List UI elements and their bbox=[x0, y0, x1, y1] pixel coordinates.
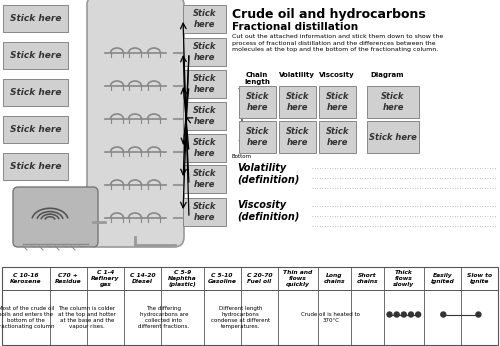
Text: Stick
here: Stick here bbox=[193, 9, 216, 29]
Text: Stick
here: Stick here bbox=[246, 127, 269, 147]
FancyBboxPatch shape bbox=[279, 121, 316, 153]
Text: C 20-70
Fuel oil: C 20-70 Fuel oil bbox=[246, 273, 272, 284]
FancyBboxPatch shape bbox=[87, 0, 184, 247]
Text: Diagram: Diagram bbox=[370, 72, 404, 78]
Text: Volatility
(definition): Volatility (definition) bbox=[237, 163, 300, 185]
FancyBboxPatch shape bbox=[183, 165, 226, 193]
FancyBboxPatch shape bbox=[183, 198, 226, 226]
FancyBboxPatch shape bbox=[183, 38, 226, 66]
Text: Easily
ignited: Easily ignited bbox=[430, 273, 454, 284]
FancyBboxPatch shape bbox=[3, 42, 68, 69]
FancyBboxPatch shape bbox=[239, 121, 276, 153]
Text: Cut out the attached information and stick them down to show the
process of frac: Cut out the attached information and sti… bbox=[232, 34, 444, 52]
Text: Fractional distillation: Fractional distillation bbox=[232, 22, 358, 32]
Circle shape bbox=[402, 312, 406, 317]
Circle shape bbox=[408, 312, 414, 317]
Text: Stick
here: Stick here bbox=[193, 74, 216, 94]
Text: Stick here: Stick here bbox=[369, 133, 417, 142]
FancyBboxPatch shape bbox=[183, 134, 226, 162]
Text: Stick
here: Stick here bbox=[382, 92, 405, 112]
Text: Chain
length: Chain length bbox=[244, 72, 270, 85]
Text: C 10-16
Kerosene: C 10-16 Kerosene bbox=[10, 273, 42, 284]
FancyBboxPatch shape bbox=[319, 86, 356, 118]
FancyBboxPatch shape bbox=[13, 187, 98, 247]
Text: Long
chains: Long chains bbox=[324, 273, 345, 284]
Text: Most of the crude oil
boils and enters the
bottom of the
fractionating column: Most of the crude oil boils and enters t… bbox=[0, 306, 54, 329]
Text: Thin and
flows
quickly: Thin and flows quickly bbox=[283, 270, 312, 287]
FancyBboxPatch shape bbox=[3, 116, 68, 143]
Text: Stick here: Stick here bbox=[10, 88, 61, 97]
Text: Stick
here: Stick here bbox=[286, 127, 309, 147]
Text: Thick
flows
slowly: Thick flows slowly bbox=[394, 270, 414, 287]
FancyBboxPatch shape bbox=[367, 121, 419, 153]
Text: The column is colder
at the top and hotter
at the base and the
vapour rises.: The column is colder at the top and hott… bbox=[58, 306, 116, 329]
Text: Stick
here: Stick here bbox=[193, 106, 216, 126]
Text: Stick
here: Stick here bbox=[193, 202, 216, 222]
Text: C 1-4
Refinery
gas: C 1-4 Refinery gas bbox=[92, 270, 120, 287]
Text: Top: Top bbox=[238, 88, 246, 93]
Text: Viscosity: Viscosity bbox=[319, 72, 355, 78]
Text: Crude oil and hydrocarbons: Crude oil and hydrocarbons bbox=[232, 8, 426, 21]
Text: Stick here: Stick here bbox=[10, 51, 61, 60]
Text: Stick
here: Stick here bbox=[286, 92, 309, 112]
Text: C70 +
Residue: C70 + Residue bbox=[55, 273, 82, 284]
Bar bbox=[2, 267, 498, 345]
Text: Crude oil is heated to
370°C: Crude oil is heated to 370°C bbox=[302, 312, 360, 323]
FancyBboxPatch shape bbox=[319, 121, 356, 153]
Text: Slow to
ignite: Slow to ignite bbox=[467, 273, 492, 284]
Text: Stick here: Stick here bbox=[10, 125, 61, 134]
Circle shape bbox=[476, 312, 481, 317]
Text: Stick
here: Stick here bbox=[193, 138, 216, 158]
Circle shape bbox=[441, 312, 446, 317]
Text: Different length
hydrocarbons
condense at different
temperatures.: Different length hydrocarbons condense a… bbox=[211, 306, 270, 329]
FancyBboxPatch shape bbox=[3, 5, 68, 32]
Text: C 5-9
Naphtha
(plastic): C 5-9 Naphtha (plastic) bbox=[168, 270, 196, 287]
Text: Stick
here: Stick here bbox=[326, 127, 349, 147]
Circle shape bbox=[387, 312, 392, 317]
Text: Short
chains: Short chains bbox=[356, 273, 378, 284]
Circle shape bbox=[394, 312, 399, 317]
FancyBboxPatch shape bbox=[3, 79, 68, 106]
FancyBboxPatch shape bbox=[3, 153, 68, 180]
Text: C 14-20
Diesel: C 14-20 Diesel bbox=[130, 273, 156, 284]
FancyBboxPatch shape bbox=[279, 86, 316, 118]
FancyBboxPatch shape bbox=[183, 102, 226, 130]
Text: Bottom: Bottom bbox=[232, 154, 252, 159]
FancyBboxPatch shape bbox=[367, 86, 419, 118]
Text: Volatility: Volatility bbox=[279, 72, 315, 78]
Text: Stick here: Stick here bbox=[10, 14, 61, 23]
Text: Stick
here: Stick here bbox=[193, 169, 216, 189]
FancyBboxPatch shape bbox=[239, 86, 276, 118]
Text: Stick
here: Stick here bbox=[193, 42, 216, 62]
FancyBboxPatch shape bbox=[183, 5, 226, 33]
FancyBboxPatch shape bbox=[183, 70, 226, 98]
Text: Stick here: Stick here bbox=[10, 162, 61, 171]
Circle shape bbox=[416, 312, 420, 317]
Text: Stick
here: Stick here bbox=[246, 92, 269, 112]
Text: Stick
here: Stick here bbox=[326, 92, 349, 112]
Text: Viscosity
(definition): Viscosity (definition) bbox=[237, 200, 300, 221]
Text: The differing
hydrocarbons are
collected into
different fractions.: The differing hydrocarbons are collected… bbox=[138, 306, 190, 329]
Text: C 5-10
Gasoline: C 5-10 Gasoline bbox=[208, 273, 236, 284]
